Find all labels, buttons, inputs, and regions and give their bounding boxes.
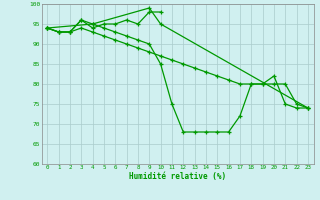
X-axis label: Humidité relative (%): Humidité relative (%) xyxy=(129,172,226,181)
